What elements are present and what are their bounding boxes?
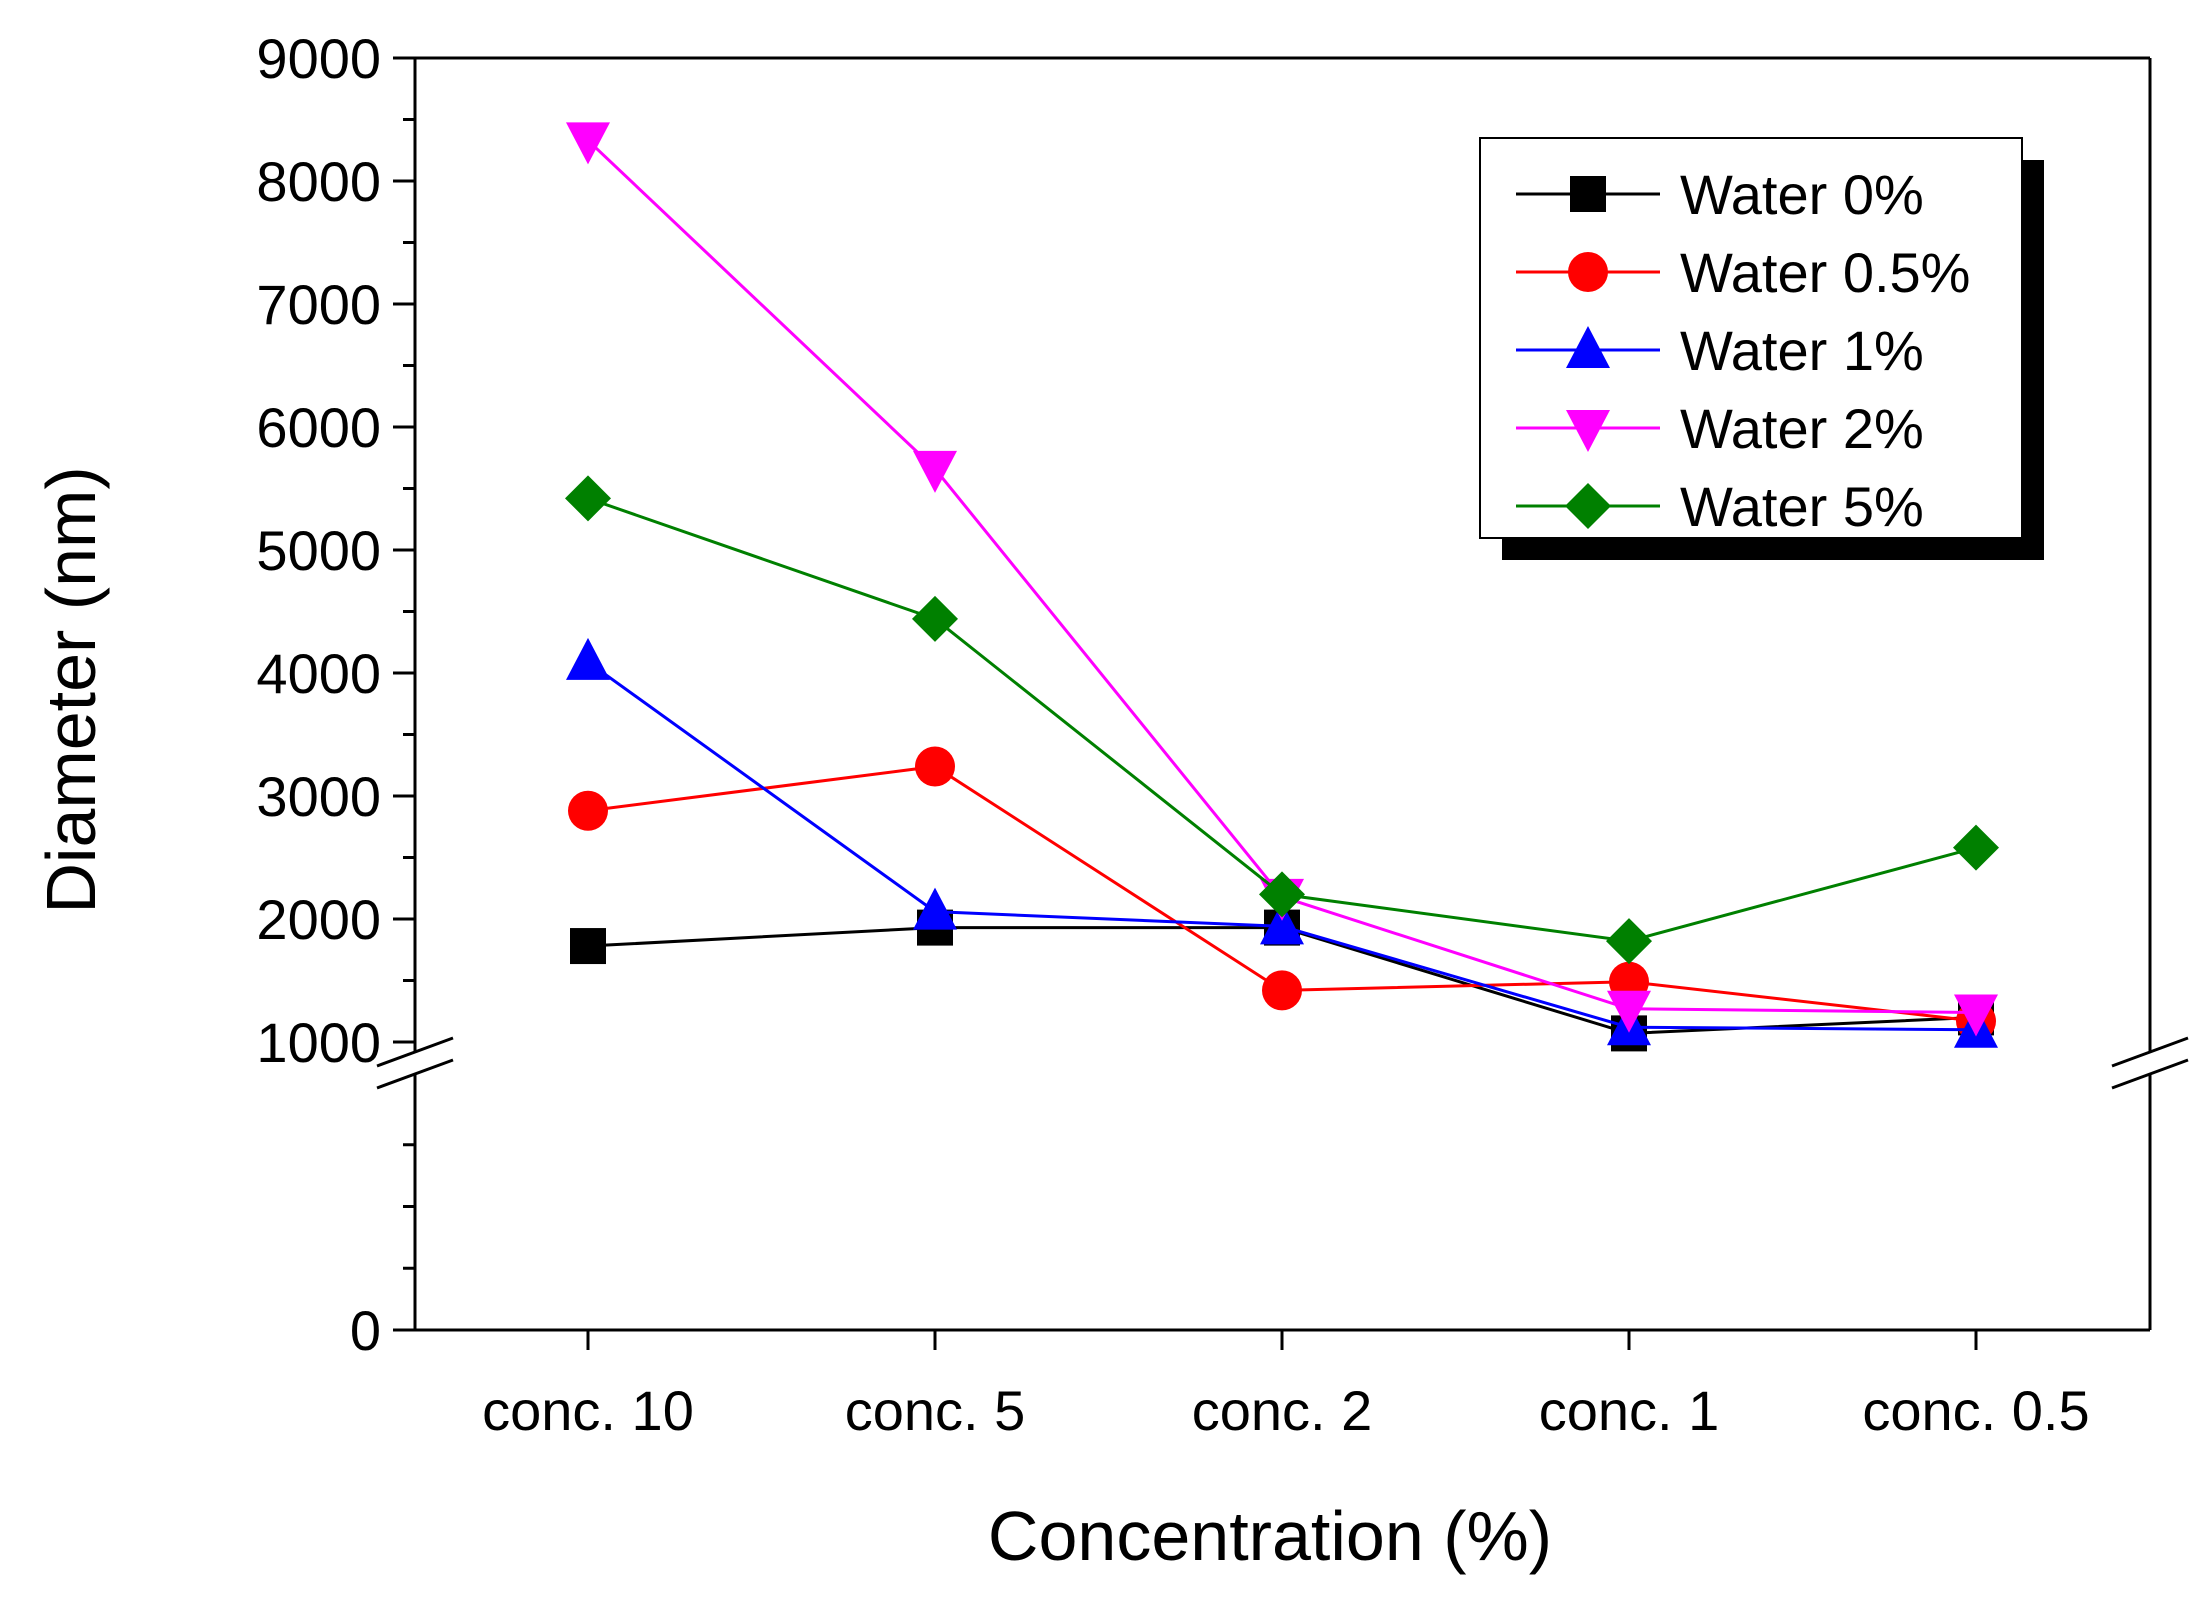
data-point xyxy=(570,928,606,965)
legend-label: Water 0.5% xyxy=(1680,241,1970,304)
x-tick-label: conc. 5 xyxy=(845,1379,1026,1442)
data-point xyxy=(565,475,611,522)
legend-entry: Water 5% xyxy=(1516,475,1924,538)
data-point xyxy=(1607,990,1651,1033)
x-tick-label: conc. 2 xyxy=(1192,1379,1373,1442)
data-point xyxy=(912,595,958,642)
legend-marker xyxy=(1565,483,1611,529)
x-axis-title: Concentration (%) xyxy=(988,1497,1552,1575)
axis-break-mark xyxy=(2111,1058,2189,1090)
x-tick-label: conc. 10 xyxy=(482,1379,694,1442)
y-tick-label: 0 xyxy=(350,1299,381,1362)
legend-label: Water 0% xyxy=(1680,163,1924,226)
legend-entry: Water 0% xyxy=(1516,163,1924,226)
data-point xyxy=(1953,824,1999,871)
data-point xyxy=(913,450,957,493)
y-tick-label: 4000 xyxy=(256,642,381,705)
y-tick-label: 7000 xyxy=(256,273,381,336)
data-point xyxy=(1262,970,1302,1011)
legend: Water 0% Water 0.5% Water 1% Water 2% Water … xyxy=(1479,137,2044,560)
legend-label: Water 5% xyxy=(1680,475,1924,538)
data-point xyxy=(1259,871,1305,918)
x-tick-label: conc. 1 xyxy=(1539,1379,1720,1442)
axis-break-mark xyxy=(376,1058,454,1090)
x-tick-label: conc. 0.5 xyxy=(1862,1379,2089,1442)
axes-layer: 0 1000 2000 3000 4000 5000 6000 7000 8000 9000 con… xyxy=(256,27,2189,1442)
data-point xyxy=(1606,918,1652,965)
y-tick-label: 5000 xyxy=(256,519,381,582)
axis-break-mark xyxy=(2111,1036,2189,1068)
series-water-1- xyxy=(566,637,1998,1048)
data-point xyxy=(913,887,957,930)
legend-marker xyxy=(1568,252,1608,292)
data-point xyxy=(568,790,608,831)
data-point xyxy=(915,746,955,787)
legend-marker xyxy=(1566,326,1610,368)
data-point xyxy=(1260,902,1304,945)
axis-break-mark xyxy=(376,1036,454,1068)
series-layer xyxy=(565,122,1999,1052)
y-tick-label: 6000 xyxy=(256,396,381,459)
y-tick-label: 9000 xyxy=(256,27,381,90)
data-point xyxy=(566,637,610,680)
legend-label: Water 1% xyxy=(1680,319,1924,382)
legend-entry: Water 1% xyxy=(1516,319,1924,382)
data-point xyxy=(566,122,610,165)
data-point xyxy=(1954,994,1998,1037)
y-axis-title: Diameter (nm) xyxy=(32,466,110,913)
y-tick-label: 2000 xyxy=(256,888,381,951)
legend-marker xyxy=(1570,176,1606,212)
y-tick-label: 8000 xyxy=(256,150,381,213)
legend-entry: Water 2% xyxy=(1516,397,1924,460)
legend-entry: Water 0.5% xyxy=(1516,241,1970,304)
y-tick-label: 3000 xyxy=(256,765,381,828)
y-tick-label: 1000 xyxy=(256,1011,381,1074)
series-water-5- xyxy=(565,475,1999,965)
legend-label: Water 2% xyxy=(1680,397,1924,460)
legend-marker xyxy=(1566,410,1610,452)
